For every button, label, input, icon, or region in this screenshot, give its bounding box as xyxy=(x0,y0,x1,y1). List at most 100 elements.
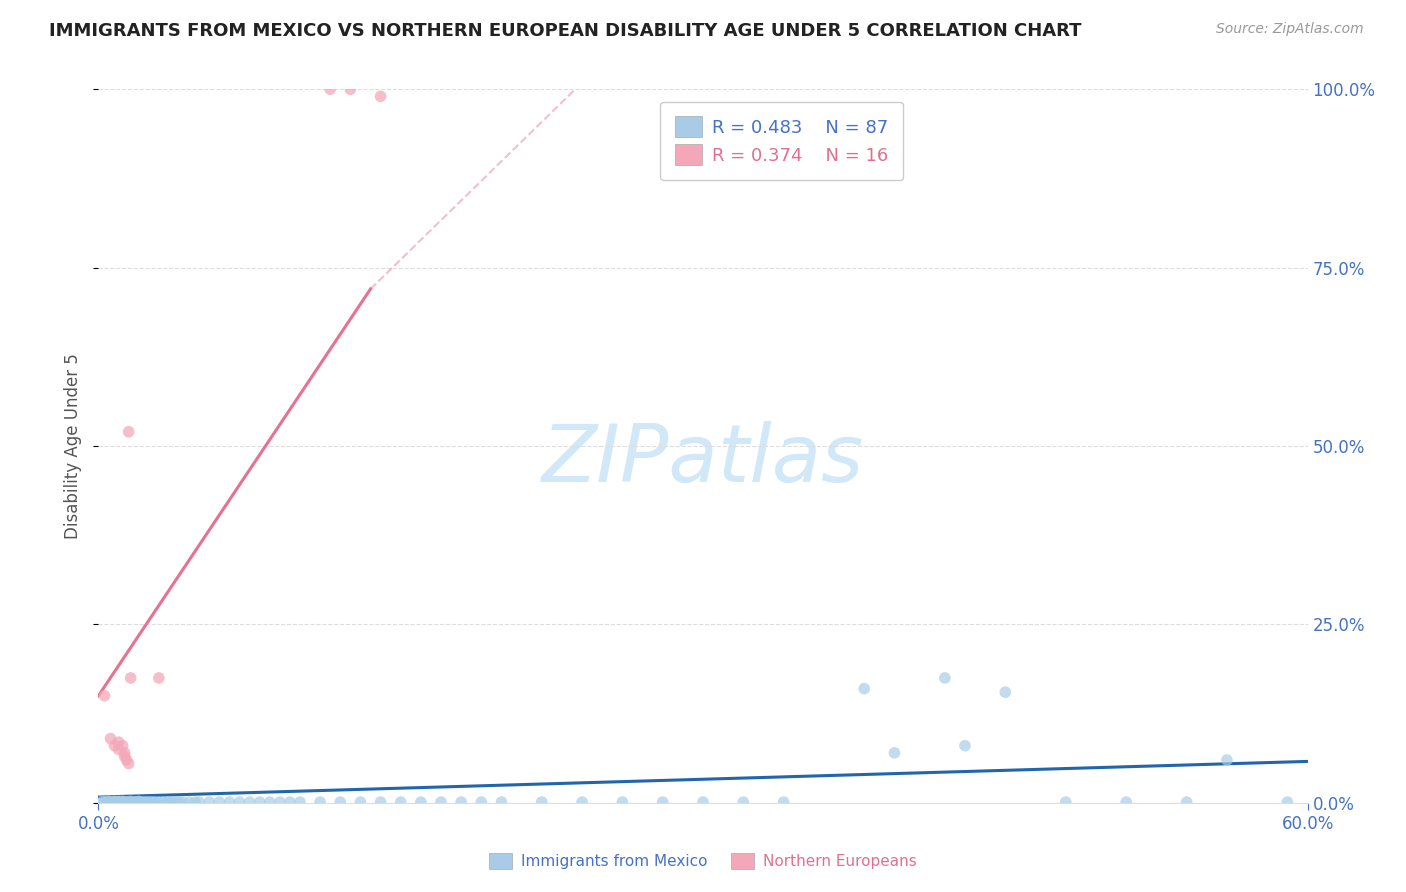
Point xyxy=(1115,795,1137,809)
Point xyxy=(239,795,262,809)
Point xyxy=(772,795,794,809)
Point xyxy=(470,795,492,809)
Point xyxy=(93,795,115,809)
Point xyxy=(107,735,129,749)
Point xyxy=(269,795,291,809)
Point xyxy=(148,795,170,809)
Point xyxy=(953,739,976,753)
Point xyxy=(124,795,146,809)
Point xyxy=(853,681,876,696)
Point xyxy=(118,795,141,809)
Point xyxy=(184,795,207,809)
Point xyxy=(166,795,188,809)
Point xyxy=(1175,795,1198,809)
Point xyxy=(883,746,905,760)
Point xyxy=(309,795,332,809)
Point xyxy=(167,795,190,809)
Point xyxy=(530,795,553,809)
Point xyxy=(1277,795,1299,809)
Point xyxy=(115,795,138,809)
Point xyxy=(100,795,122,809)
Point xyxy=(114,749,136,764)
Point xyxy=(450,795,472,809)
Point xyxy=(278,795,301,809)
Point xyxy=(491,795,513,809)
Point xyxy=(329,795,352,809)
Point xyxy=(1216,753,1239,767)
Point xyxy=(132,795,155,809)
Point xyxy=(114,746,136,760)
Point xyxy=(135,795,157,809)
Point xyxy=(103,794,125,808)
Point xyxy=(389,795,412,809)
Point xyxy=(120,795,142,809)
Point xyxy=(162,795,184,809)
Point xyxy=(101,795,124,809)
Point xyxy=(105,795,128,809)
Point xyxy=(125,795,148,809)
Point xyxy=(218,795,240,809)
Point xyxy=(107,794,129,808)
Point xyxy=(198,795,221,809)
Point xyxy=(107,795,129,809)
Y-axis label: Disability Age Under 5: Disability Age Under 5 xyxy=(65,353,83,539)
Point xyxy=(339,82,361,96)
Point xyxy=(259,795,281,809)
Point xyxy=(120,794,142,808)
Point xyxy=(118,795,141,809)
Point xyxy=(143,795,166,809)
Point xyxy=(118,425,141,439)
Point xyxy=(111,739,134,753)
Point xyxy=(114,795,136,809)
Point xyxy=(208,795,231,809)
Point xyxy=(179,795,201,809)
Point xyxy=(430,795,453,809)
Point xyxy=(612,795,634,809)
Point xyxy=(152,795,174,809)
Point xyxy=(139,795,162,809)
Point xyxy=(934,671,956,685)
Text: ZIPatlas: ZIPatlas xyxy=(541,421,865,500)
Point xyxy=(103,739,125,753)
Point xyxy=(142,795,165,809)
Point xyxy=(111,794,134,808)
Point xyxy=(157,795,180,809)
Point xyxy=(96,795,118,809)
Point xyxy=(571,795,593,809)
Point xyxy=(319,82,342,96)
Point xyxy=(129,795,152,809)
Point xyxy=(93,689,115,703)
Text: Source: ZipAtlas.com: Source: ZipAtlas.com xyxy=(1216,22,1364,37)
Point xyxy=(172,795,194,809)
Point xyxy=(124,795,146,809)
Text: IMMIGRANTS FROM MEXICO VS NORTHERN EUROPEAN DISABILITY AGE UNDER 5 CORRELATION C: IMMIGRANTS FROM MEXICO VS NORTHERN EUROP… xyxy=(49,22,1081,40)
Point xyxy=(138,795,160,809)
Point xyxy=(103,795,125,809)
Point xyxy=(100,731,122,746)
Point xyxy=(118,756,141,771)
Point xyxy=(148,671,170,685)
Point xyxy=(188,795,211,809)
Point xyxy=(249,795,271,809)
Point xyxy=(114,795,136,809)
Point xyxy=(128,794,150,808)
Point xyxy=(370,89,392,103)
Point xyxy=(288,795,311,809)
Point xyxy=(349,795,371,809)
Legend: R = 0.483    N = 87, R = 0.374    N = 16: R = 0.483 N = 87, R = 0.374 N = 16 xyxy=(659,102,903,179)
Point xyxy=(101,795,124,809)
Point xyxy=(134,795,156,809)
Point xyxy=(128,795,150,809)
Point xyxy=(733,795,755,809)
Point xyxy=(121,795,143,809)
Point xyxy=(651,795,673,809)
Point xyxy=(91,794,114,808)
Point xyxy=(97,795,120,809)
Point xyxy=(111,795,134,809)
Point xyxy=(107,795,129,809)
Point xyxy=(409,795,432,809)
Point xyxy=(994,685,1017,699)
Legend: Immigrants from Mexico, Northern Europeans: Immigrants from Mexico, Northern Europea… xyxy=(484,847,922,875)
Point xyxy=(120,671,142,685)
Point xyxy=(110,795,132,809)
